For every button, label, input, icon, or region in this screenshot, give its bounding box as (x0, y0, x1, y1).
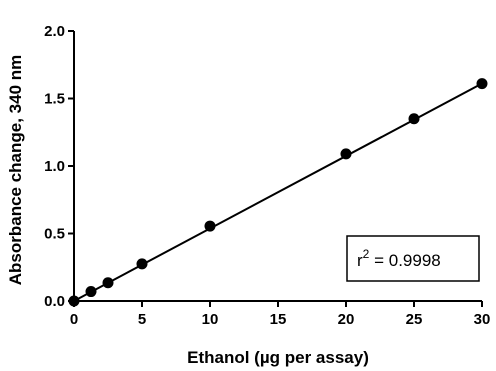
y-tick-label: 0.0 (44, 293, 65, 310)
r-squared-annotation: r2 = 0.9998 (346, 235, 480, 282)
data-point (476, 78, 488, 90)
x-tick-label: 20 (338, 311, 355, 328)
data-point (340, 148, 352, 160)
data-point (85, 286, 97, 298)
r-exponent: 2 (363, 247, 370, 261)
x-tick-label: 15 (270, 311, 287, 328)
data-point (408, 113, 420, 125)
y-tick-label: 1.5 (44, 91, 65, 108)
r-symbol: r (357, 251, 363, 270)
x-tick-label: 30 (474, 311, 491, 328)
data-points (68, 78, 488, 307)
r-squared-text: r2 = 0.9998 (357, 247, 441, 270)
data-point (68, 295, 80, 307)
data-point (204, 220, 216, 232)
y-tick-label: 2.0 (44, 23, 65, 40)
y-tick-label: 1.0 (44, 158, 65, 175)
x-tick-label: 25 (406, 311, 423, 328)
x-tick-label: 5 (138, 311, 146, 328)
x-tick-label: 0 (70, 311, 78, 328)
data-point (136, 258, 148, 270)
r-squared-value: = 0.9998 (369, 251, 440, 270)
annotation-box (346, 235, 480, 282)
x-axis-title: Ethanol (µg per assay) (187, 348, 369, 367)
y-tick-label: 0.5 (44, 226, 65, 243)
x-tick-label: 10 (202, 311, 219, 328)
axes: 0 5 10 15 20 25 30 0.0 0.5 1.0 1.5 2.0 (44, 23, 490, 328)
y-axis-title: Absorbance change, 340 nm (6, 55, 25, 286)
data-point (102, 277, 114, 289)
